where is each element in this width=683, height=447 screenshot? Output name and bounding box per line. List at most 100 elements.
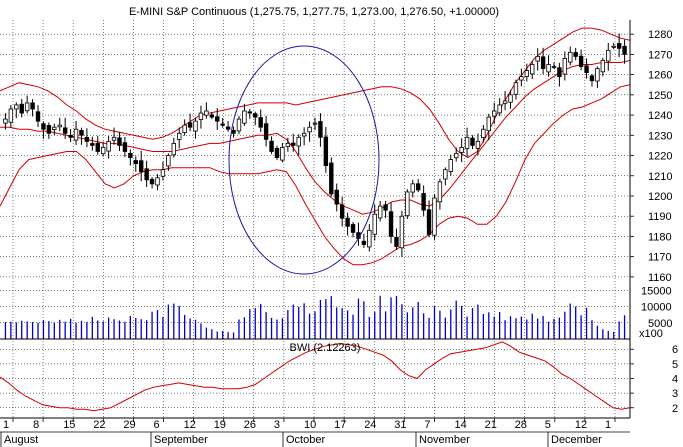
price-tick-label: 1220 xyxy=(648,151,672,163)
candle-body xyxy=(372,213,377,235)
candle-body xyxy=(84,137,90,142)
volume-unit-label: x100 xyxy=(639,328,663,340)
candle-body xyxy=(454,153,459,159)
x-day-label: 22 xyxy=(93,419,105,431)
candle-body xyxy=(345,217,350,227)
candle-body xyxy=(546,64,551,73)
candle-body xyxy=(432,197,437,236)
candle-body xyxy=(459,147,464,153)
candle-body xyxy=(312,122,318,125)
y-axes: 1160 1170 1180 1190 1200 1210 1220 1230 1240 1250… xyxy=(630,29,678,415)
candle-body xyxy=(291,142,296,146)
candle-body xyxy=(155,177,160,186)
candle-body xyxy=(562,58,568,75)
candle-body xyxy=(269,140,274,152)
x-day-label: 26 xyxy=(244,419,256,431)
candle-body xyxy=(606,49,611,62)
candle-body xyxy=(394,236,399,247)
candle-body xyxy=(481,128,486,139)
price-tick-label: 1280 xyxy=(648,29,672,41)
candle-body xyxy=(492,110,497,117)
candle-body xyxy=(513,82,519,95)
candle-body xyxy=(274,147,280,158)
grid-lines xyxy=(0,20,630,418)
candle-body xyxy=(90,143,95,146)
candle-body xyxy=(339,204,345,219)
bwi-indicator xyxy=(0,341,631,412)
candle-body xyxy=(24,102,30,112)
highlight-ellipse xyxy=(228,45,380,275)
x-day-label: 12 xyxy=(575,419,587,431)
price-tick-label: 1210 xyxy=(648,171,672,183)
candle-body xyxy=(464,136,470,149)
candle-body xyxy=(19,103,24,114)
candle-body xyxy=(95,142,100,152)
candle-body xyxy=(519,76,524,81)
candle-body xyxy=(334,189,339,205)
price-tick-label: 1170 xyxy=(648,252,672,264)
candle-body xyxy=(41,123,46,130)
candle-body xyxy=(611,45,616,48)
candle-body xyxy=(14,104,19,110)
candle-body xyxy=(530,64,535,75)
candle-body xyxy=(171,142,176,156)
price-tick-label: 1270 xyxy=(648,49,672,61)
x-day-label: 12 xyxy=(184,419,196,431)
candle-body xyxy=(421,193,426,211)
candle-body xyxy=(600,60,606,73)
candle-body xyxy=(388,211,394,237)
candle-body xyxy=(3,118,8,124)
candle-body xyxy=(106,140,111,152)
candle-body xyxy=(46,125,52,134)
chart-title: E-MINI S&P Continuous (1,275.75, 1,277.7… xyxy=(129,6,499,18)
candle-body xyxy=(128,152,133,158)
volume-tick-label: 15000 xyxy=(641,285,672,297)
candle-body xyxy=(350,224,356,233)
candle-body xyxy=(540,56,546,69)
bwi-tick-label: 4 xyxy=(672,374,678,386)
bwi-legend: BWI (2.12263) xyxy=(290,342,361,354)
candle-body xyxy=(584,65,589,73)
candle-body xyxy=(318,121,323,138)
candle-body xyxy=(111,136,117,141)
candle-body xyxy=(236,118,242,132)
candle-body xyxy=(166,155,171,167)
candle-body xyxy=(551,66,557,68)
candle-body xyxy=(578,55,584,67)
candle-body xyxy=(100,147,106,155)
x-day-label: 17 xyxy=(334,419,346,431)
candle-body xyxy=(497,104,502,114)
candle-body xyxy=(198,112,204,120)
x-day-label: 14 xyxy=(455,419,467,431)
candle-body xyxy=(301,132,307,137)
x-day-label: 24 xyxy=(364,419,376,431)
x-month-label: September xyxy=(154,434,208,446)
candle-body xyxy=(622,45,627,55)
candle-body xyxy=(117,137,122,146)
candle-body xyxy=(79,130,84,136)
candle-body xyxy=(8,108,14,123)
candle-body xyxy=(426,209,432,235)
pane-borders xyxy=(0,20,631,433)
candle-body xyxy=(568,51,573,63)
candle-body xyxy=(247,111,253,114)
candle-body xyxy=(187,122,193,128)
candle-body xyxy=(410,183,415,193)
candle-body xyxy=(383,204,388,211)
candle-body xyxy=(193,120,198,132)
candle-body xyxy=(225,126,231,130)
candle-body xyxy=(307,126,312,133)
candle-body xyxy=(30,102,35,110)
candle-body xyxy=(258,117,263,128)
candle-body xyxy=(280,147,285,161)
candle-body xyxy=(508,94,513,103)
candle-body xyxy=(367,229,372,248)
bollinger-bands xyxy=(0,27,631,266)
candle-body xyxy=(35,111,41,122)
candle-body xyxy=(52,126,57,130)
candle-body xyxy=(415,183,421,191)
x-day-label: 28 xyxy=(515,419,527,431)
x-month-label: October xyxy=(286,434,325,446)
band-lower xyxy=(0,84,631,266)
